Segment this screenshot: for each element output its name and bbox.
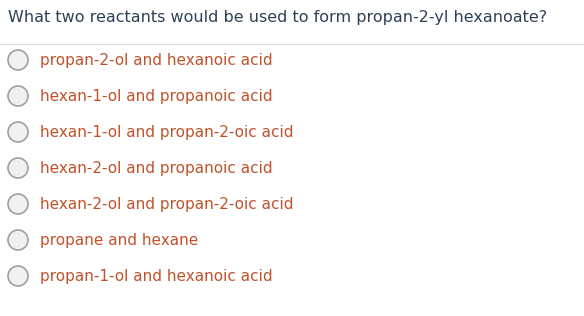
Circle shape	[8, 194, 28, 214]
Text: propane and hexane: propane and hexane	[40, 233, 198, 247]
Text: hexan-2-ol and propanoic acid: hexan-2-ol and propanoic acid	[40, 161, 273, 175]
Circle shape	[8, 158, 28, 178]
Circle shape	[8, 50, 28, 70]
Text: What two reactants would be used to form propan-2-yl hexanoate?: What two reactants would be used to form…	[8, 10, 547, 25]
Text: propan-1-ol and hexanoic acid: propan-1-ol and hexanoic acid	[40, 269, 273, 283]
Text: hexan-1-ol and propanoic acid: hexan-1-ol and propanoic acid	[40, 88, 273, 104]
Circle shape	[8, 266, 28, 286]
Circle shape	[8, 122, 28, 142]
Circle shape	[8, 230, 28, 250]
Text: propan-2-ol and hexanoic acid: propan-2-ol and hexanoic acid	[40, 52, 273, 68]
Text: hexan-1-ol and propan-2-oic acid: hexan-1-ol and propan-2-oic acid	[40, 125, 294, 139]
Text: hexan-2-ol and propan-2-oic acid: hexan-2-ol and propan-2-oic acid	[40, 197, 294, 211]
Circle shape	[8, 86, 28, 106]
